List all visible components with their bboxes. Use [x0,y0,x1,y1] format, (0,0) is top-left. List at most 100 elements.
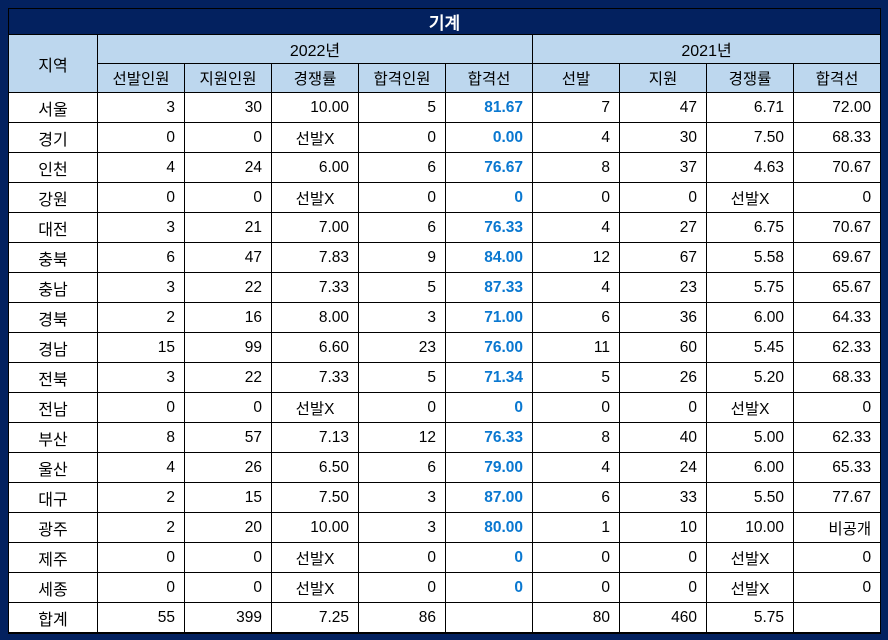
value-cell: 2 [97,482,185,513]
region-cell: 부산 [8,422,98,453]
value-cell: 2 [97,302,185,333]
region-cell: 전남 [8,392,98,423]
value-cell: 21 [184,212,272,243]
value-cell: 60 [619,332,707,363]
value-cell: 0 [445,182,533,213]
value-cell: 5 [358,272,446,303]
value-cell: 0 [184,182,272,213]
region-cell: 광주 [8,512,98,543]
region-cell: 인천 [8,152,98,183]
value-cell: 62.33 [792,332,882,363]
value-cell: 3 [358,482,446,513]
region-cell: 서울 [8,92,98,123]
value-cell: 72.00 [792,92,882,123]
col-group-2022: 2022년 [97,34,533,64]
admission-data-table: 기계 지역 2022년 2021년 선발인원 지원인원 경쟁률 합격인원 합격선… [7,8,882,634]
region-cell: 세종 [8,572,98,603]
region-cell: 제주 [8,542,98,573]
region-cell: 대구 [8,482,98,513]
value-cell: 7 [532,92,620,123]
table-row: 인천 4 24 6.00 6 76.67 8 37 4.63 70.67 [8,152,882,183]
value-cell: 선발X [706,392,794,423]
value-cell: 80.00 [445,512,533,543]
value-cell: 22 [184,362,272,393]
value-cell: 3 [97,362,185,393]
value-cell: 4 [97,452,185,483]
value-cell: 10.00 [271,92,359,123]
value-cell: 36 [619,302,707,333]
table-body: 서울 3 30 10.00 5 81.67 7 47 6.71 72.00 경기 0 0 선발X 0 0.00… [8,92,882,634]
value-cell: 86 [358,602,446,634]
value-cell: 22 [184,272,272,303]
value-cell: 0 [97,572,185,603]
value-cell: 5 [358,362,446,393]
col-header-2021-ratio: 경쟁률 [706,63,794,93]
table-row: 서울 3 30 10.00 5 81.67 7 47 6.71 72.00 [8,92,882,123]
value-cell: 84.00 [445,242,533,273]
table-row: 대전 3 21 7.00 6 76.33 4 27 6.75 70.67 [8,212,882,243]
value-cell: 87.33 [445,272,533,303]
value-cell: 8 [532,152,620,183]
col-header-2021-applied: 지원 [619,63,707,93]
value-cell: 0 [184,572,272,603]
value-cell: 0 [445,542,533,573]
value-cell: 0 [792,392,882,423]
value-cell: 0 [358,182,446,213]
value-cell: 37 [619,152,707,183]
value-cell: 0 [445,572,533,603]
region-cell: 합계 [8,602,98,634]
value-cell: 460 [619,602,707,634]
value-cell: 40 [619,422,707,453]
value-cell: 선발X [271,182,359,213]
value-cell: 81.67 [445,92,533,123]
col-group-2021: 2021년 [531,34,882,64]
value-cell: 4 [97,152,185,183]
value-cell: 6 [532,482,620,513]
value-cell: 27 [619,212,707,243]
value-cell: 0 [619,182,707,213]
value-cell: 76.67 [445,152,533,183]
value-cell: 16 [184,302,272,333]
value-cell: 77.67 [792,482,882,513]
value-cell: 5.20 [706,362,794,393]
value-cell: 0 [184,392,272,423]
value-cell: 76.33 [445,422,533,453]
value-cell: 71.00 [445,302,533,333]
value-cell: 62.33 [792,422,882,453]
value-cell: 선발X [706,572,794,603]
region-cell: 전북 [8,362,98,393]
value-cell: 4 [532,272,620,303]
col-header-2022-ratio: 경쟁률 [271,63,359,93]
value-cell: 7.00 [271,212,359,243]
value-cell: 4 [532,212,620,243]
value-cell: 23 [619,272,707,303]
value-cell: 3 [358,512,446,543]
value-cell: 68.33 [792,122,882,153]
table-row: 세종 0 0 선발X 0 0 0 0 선발X 0 [8,572,882,603]
value-cell: 76.33 [445,212,533,243]
value-cell: 30 [184,92,272,123]
value-cell: 10.00 [271,512,359,543]
value-cell: 24 [184,152,272,183]
value-cell: 26 [184,452,272,483]
value-cell: 6.00 [706,452,794,483]
col-header-2022-applied: 지원인원 [184,63,272,93]
value-cell: 0 [358,542,446,573]
value-cell: 70.67 [792,212,882,243]
value-cell: 6.75 [706,212,794,243]
value-cell: 선발X [271,542,359,573]
value-cell: 7.83 [271,242,359,273]
value-cell: 7.33 [271,362,359,393]
col-header-2021-cutoff: 합격선 [792,63,882,93]
value-cell: 0 [619,542,707,573]
value-cell: 2 [97,512,185,543]
value-cell: 80 [532,602,620,634]
value-cell: 6 [532,302,620,333]
value-cell: 6.00 [706,302,794,333]
region-cell: 충북 [8,242,98,273]
value-cell: 0 [532,572,620,603]
value-cell: 선발X [706,542,794,573]
value-cell: 0 [358,392,446,423]
value-cell: 0 [97,182,185,213]
value-cell: 8.00 [271,302,359,333]
